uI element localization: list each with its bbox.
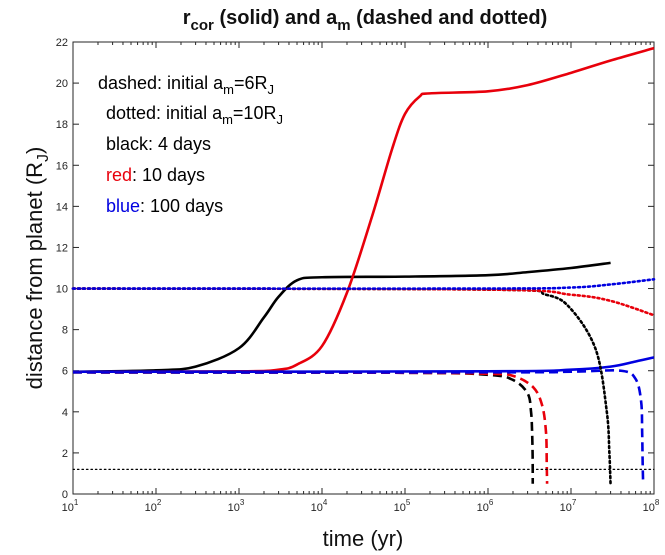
chart-title: rcor (solid) and am (dashed and dotted) bbox=[183, 7, 548, 34]
series-red-dotted bbox=[71, 287, 656, 317]
legend-blue-word: blue bbox=[106, 196, 140, 216]
y-tick-label: 12 bbox=[56, 242, 68, 254]
series-blue-solid bbox=[72, 356, 655, 374]
plot-frame bbox=[72, 41, 655, 495]
title-a-subscript: m bbox=[337, 17, 350, 34]
y-tick-label: 10 bbox=[56, 284, 68, 296]
legend-line-dotted: dotted: initial am=10RJ bbox=[106, 103, 283, 127]
x-tick-label: 104 bbox=[311, 498, 328, 514]
y-tick-label: 20 bbox=[56, 78, 68, 90]
x-tick-label: 105 bbox=[394, 498, 411, 514]
legend-line-black: black: 4 days bbox=[106, 134, 211, 154]
x-tick-label: 106 bbox=[477, 498, 494, 514]
series-black-dashed bbox=[72, 371, 535, 484]
x-tick-label: 107 bbox=[560, 498, 577, 514]
series-blue-dotted bbox=[71, 278, 656, 290]
series-black-dotted bbox=[71, 287, 612, 488]
x-axis-label: time (yr) bbox=[323, 526, 404, 551]
y-tick-label: 4 bbox=[62, 407, 68, 419]
series-red-solid bbox=[72, 46, 655, 374]
legend: dashed: initial am=6RJ dotted: initial a… bbox=[98, 73, 283, 216]
axis-ticks: 0 2 4 6 8 10 12 14 16 18 20 22 101 102 103 104 105 106 107… bbox=[56, 37, 660, 514]
legend-line-blue: blue: 100 days bbox=[106, 196, 223, 216]
y-tick-label: 14 bbox=[56, 201, 68, 213]
title-middle: (solid) and a bbox=[214, 7, 338, 29]
series-group bbox=[71, 46, 656, 488]
legend-line-dashed: dashed: initial am=6RJ bbox=[98, 73, 274, 97]
x-tick-label: 108 bbox=[643, 498, 660, 514]
series-blue-dashed bbox=[72, 369, 645, 484]
x-tick-label: 102 bbox=[145, 498, 162, 514]
y-tick-label: 16 bbox=[56, 160, 68, 172]
series-black-solid bbox=[72, 261, 611, 374]
legend-line-red: red: 10 days bbox=[106, 165, 205, 185]
x-tick-label: 103 bbox=[228, 498, 245, 514]
legend-red-word: red bbox=[106, 165, 132, 185]
x-tick-label: 101 bbox=[62, 498, 79, 514]
y-tick-label: 2 bbox=[62, 448, 68, 460]
title-end: (dashed and dotted) bbox=[351, 7, 548, 29]
y-tick-label: 18 bbox=[56, 119, 68, 131]
y-tick-label: 6 bbox=[62, 366, 68, 378]
series-red-dashed bbox=[72, 371, 549, 484]
title-r-subscript: cor bbox=[191, 17, 215, 34]
y-tick-label: 0 bbox=[62, 489, 68, 501]
y-tick-label: 22 bbox=[56, 37, 68, 49]
title-r: r bbox=[183, 7, 191, 29]
y-axis-label: distance from planet (RJ) bbox=[22, 147, 52, 390]
y-tick-label: 8 bbox=[62, 325, 68, 337]
